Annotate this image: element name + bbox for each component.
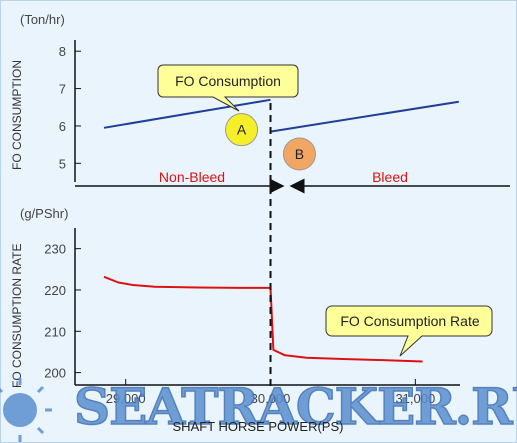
x-tick-label: 31,000 bbox=[395, 391, 435, 406]
bottom-y-tick-label: 200 bbox=[44, 366, 66, 381]
top-y-tick-label: 8 bbox=[59, 44, 66, 59]
bottom-unit-label: (g/PShr) bbox=[20, 206, 68, 221]
marker-a-circle bbox=[225, 113, 259, 147]
top-y-ticks: 5 6 7 8 bbox=[59, 44, 81, 171]
x-tick-label: 29,000 bbox=[106, 391, 146, 406]
watermark-text: SEATRACKER.RU bbox=[74, 377, 517, 436]
seatracker-watermark: SEATRACKER.RU bbox=[0, 376, 517, 442]
fo-consumption-callout-text: FO Consumption bbox=[175, 73, 281, 89]
bottom-y-tick-label: 220 bbox=[44, 283, 66, 298]
fo-consumption-callout: FO Consumption bbox=[157, 64, 299, 112]
fo-consumption-series-line-1 bbox=[103, 98, 271, 129]
bleed-label: Bleed bbox=[372, 169, 408, 185]
x-ticks: 29,000 30,000 31,000 bbox=[106, 379, 435, 406]
top-y-tick-label: 7 bbox=[59, 82, 66, 97]
operating-point-markers: AB bbox=[225, 113, 316, 171]
top-y-tick-label: 6 bbox=[59, 119, 66, 134]
top-panel: (Ton/hr) FO CONSUMPTION 5 6 7 8 Non-Bleed B… bbox=[10, 12, 510, 194]
fo-rate-series-line-2 bbox=[269, 287, 423, 363]
non-bleed-label: Non-Bleed bbox=[159, 169, 225, 185]
marker-b-circle bbox=[282, 137, 316, 171]
fo-rate-callout-text: FO Consumption Rate bbox=[340, 313, 479, 329]
x-axis-label: SHAFT HORSE POWER(PS) bbox=[173, 419, 344, 434]
fo-consumption-series-line-2 bbox=[270, 100, 459, 133]
top-unit-label: (Ton/hr) bbox=[20, 12, 65, 27]
bottom-panel: (g/PShr) FO CONSUMPTION RATE 200 210 220 23… bbox=[10, 206, 493, 406]
fo-rate-series-line-1 bbox=[103, 275, 271, 289]
top-y-tick-label: 5 bbox=[59, 156, 66, 171]
bottom-y-tick-label: 230 bbox=[44, 242, 66, 257]
fo-rate-callout: FO Consumption Rate bbox=[325, 305, 493, 357]
bottom-y-tick-label: 210 bbox=[44, 324, 66, 339]
top-series bbox=[103, 98, 459, 133]
bottom-y-axis-label: FO CONSUMPTION RATE bbox=[10, 244, 24, 388]
bottom-y-ticks: 200 210 220 230 bbox=[44, 242, 81, 381]
bottom-series bbox=[103, 275, 423, 363]
top-y-axis-label: FO CONSUMPTION bbox=[10, 60, 24, 170]
marker-a-label: A bbox=[237, 122, 247, 138]
x-tick-label: 30,000 bbox=[251, 391, 291, 406]
marker-b-label: B bbox=[295, 146, 304, 162]
sun-logo-icon bbox=[0, 378, 52, 442]
